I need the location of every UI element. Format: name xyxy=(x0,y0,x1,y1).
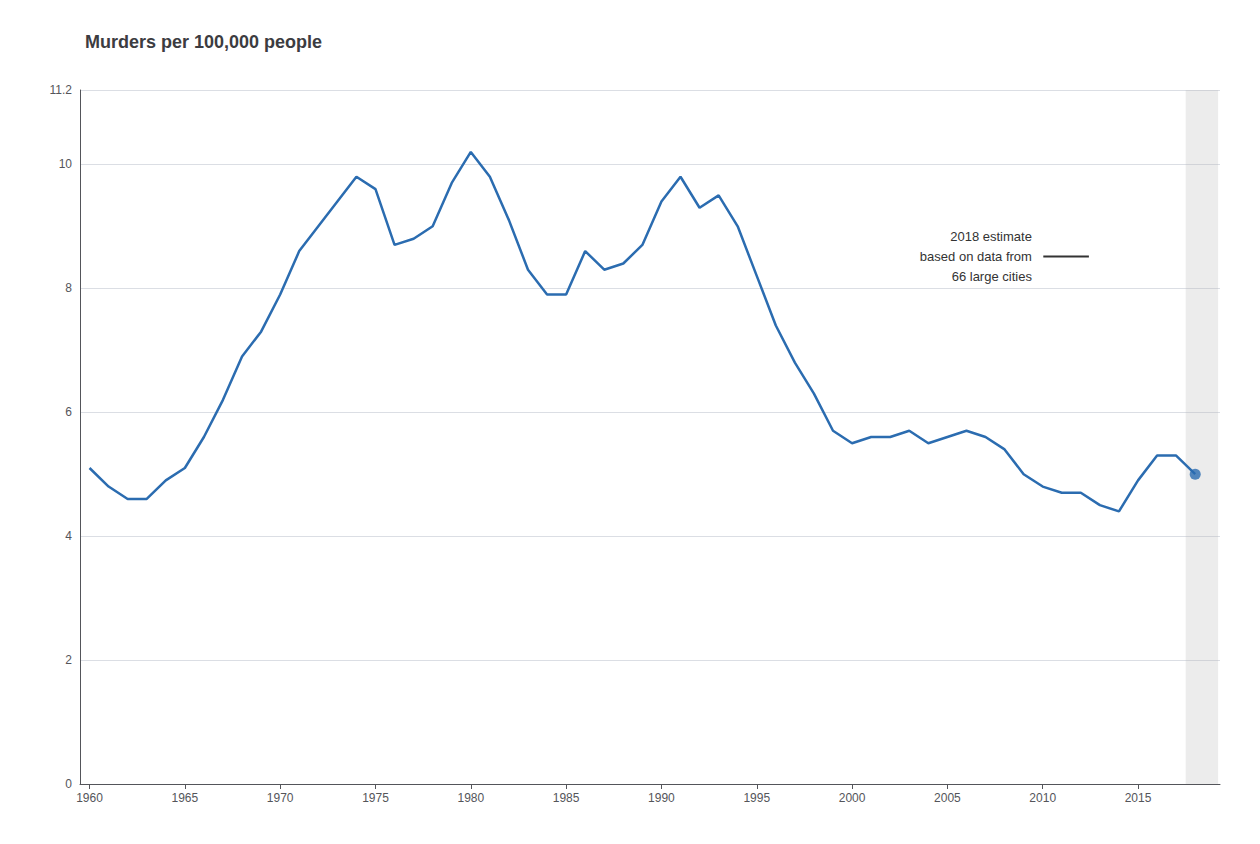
svg-text:2018 estimate: 2018 estimate xyxy=(950,229,1032,244)
svg-text:8: 8 xyxy=(65,281,72,295)
svg-text:1980: 1980 xyxy=(457,791,484,805)
svg-text:2015: 2015 xyxy=(1125,791,1152,805)
svg-text:4: 4 xyxy=(65,529,72,543)
svg-text:2010: 2010 xyxy=(1029,791,1056,805)
svg-text:1960: 1960 xyxy=(76,791,103,805)
svg-text:2005: 2005 xyxy=(934,791,961,805)
svg-text:2000: 2000 xyxy=(839,791,866,805)
svg-text:66 large cities: 66 large cities xyxy=(952,269,1033,284)
svg-text:10: 10 xyxy=(59,157,73,171)
svg-text:1975: 1975 xyxy=(362,791,389,805)
svg-text:11.2: 11.2 xyxy=(50,83,73,97)
svg-text:6: 6 xyxy=(65,405,72,419)
svg-text:1965: 1965 xyxy=(171,791,198,805)
svg-text:1995: 1995 xyxy=(743,791,770,805)
svg-text:based on data from: based on data from xyxy=(920,249,1032,264)
svg-text:2: 2 xyxy=(65,653,72,667)
svg-text:1970: 1970 xyxy=(267,791,294,805)
svg-text:0: 0 xyxy=(65,777,72,791)
svg-text:Murders per 100,000 people: Murders per 100,000 people xyxy=(85,32,322,52)
svg-text:1990: 1990 xyxy=(648,791,675,805)
svg-text:1985: 1985 xyxy=(553,791,580,805)
